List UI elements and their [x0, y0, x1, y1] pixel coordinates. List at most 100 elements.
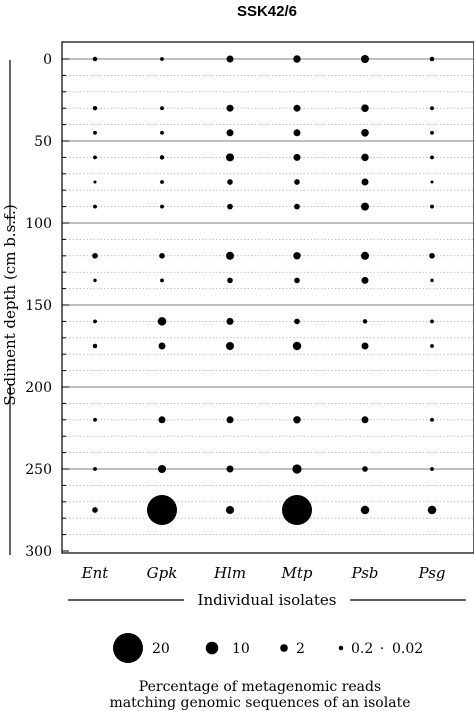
- data-bubble: [361, 153, 369, 162]
- caption-line-2: matching genomic sequences of an isolate: [110, 695, 411, 711]
- data-bubble: [292, 464, 302, 474]
- data-bubble: [160, 130, 164, 135]
- x-category-label: Psb: [351, 564, 379, 582]
- data-bubble: [225, 505, 235, 515]
- data-bubble: [93, 417, 97, 422]
- data-bubble: [429, 56, 435, 62]
- y-axis-label: Sediment depth (cm b.s.f.): [1, 204, 19, 405]
- data-bubble: [362, 466, 368, 472]
- data-bubble: [430, 155, 434, 160]
- legend-label: 0.2: [351, 641, 373, 657]
- x-axis-label: Individual isolates: [198, 591, 337, 609]
- y-tick-label: 150: [25, 298, 52, 314]
- data-bubble: [430, 417, 434, 422]
- data-bubble: [160, 180, 164, 184]
- data-bubble: [293, 129, 301, 137]
- data-bubble: [93, 130, 97, 135]
- data-bubble: [92, 105, 98, 111]
- legend-label: 10: [232, 641, 250, 657]
- data-bubble: [361, 276, 369, 284]
- y-tick-label: 100: [25, 216, 52, 232]
- data-bubble: [92, 56, 98, 62]
- data-bubble: [225, 341, 235, 351]
- legend-bubble: [280, 644, 288, 652]
- bubble-size-legend: 20 10 2 0.2 0.02 ·: [113, 633, 423, 663]
- data-bubble: [159, 252, 165, 259]
- data-bubble: [226, 104, 234, 112]
- data-bubble: [227, 179, 233, 185]
- bubble-layer: [92, 54, 437, 525]
- data-bubble: [226, 416, 234, 424]
- data-bubble: [158, 342, 166, 350]
- plot-frame: [61, 41, 474, 554]
- data-bubble: [93, 319, 97, 324]
- data-bubble: [93, 155, 97, 160]
- data-bubble: [427, 505, 437, 515]
- legend-label: 0.02: [392, 641, 423, 657]
- data-bubble: [226, 129, 234, 137]
- data-bubble: [429, 252, 435, 259]
- data-bubble: [294, 179, 300, 185]
- data-bubble: [361, 178, 369, 186]
- y-tick-label: 0: [43, 52, 52, 68]
- y-tick-label: 200: [25, 380, 52, 396]
- data-bubble: [430, 130, 434, 135]
- data-bubble: [361, 104, 369, 113]
- data-bubble: [293, 55, 301, 63]
- data-bubble: [293, 153, 301, 161]
- y-tick-label: 300: [25, 544, 52, 560]
- data-bubble: [157, 464, 167, 474]
- data-bubble: [157, 317, 167, 326]
- x-category-label: Hlm: [213, 564, 246, 582]
- data-bubble: [227, 277, 233, 284]
- x-axis-label-group: Individual isolates: [68, 591, 466, 609]
- data-bubble: [360, 251, 370, 260]
- data-bubble: [292, 341, 302, 351]
- data-bubble: [360, 54, 370, 64]
- data-bubble: [293, 104, 301, 112]
- data-bubble: [362, 319, 368, 324]
- data-bubble: [293, 416, 301, 424]
- data-bubble: [226, 465, 234, 473]
- data-bubble: [294, 318, 300, 325]
- data-bubble: [92, 252, 98, 259]
- data-bubble: [430, 344, 434, 348]
- data-bubble: [360, 202, 370, 211]
- legend-bubble: [338, 645, 344, 651]
- data-bubble: [294, 277, 300, 284]
- caption-line-1: Percentage of metagenomic reads: [139, 679, 381, 695]
- data-bubble: [227, 203, 233, 210]
- data-bubble: [93, 467, 97, 471]
- gridlines: [62, 58, 474, 535]
- legend-separator: ·: [380, 641, 384, 657]
- x-axis-categories: Ent Gpk Hlm Mtp Psb Psg: [81, 564, 446, 582]
- y-axis: 0 50 100 150 200 250 300: [25, 52, 69, 560]
- data-bubble: [430, 278, 434, 283]
- data-bubble: [430, 106, 434, 111]
- data-bubble: [160, 57, 164, 61]
- data-bubble: [147, 495, 177, 525]
- data-bubble: [160, 278, 164, 283]
- x-category-label: Mtp: [281, 564, 313, 582]
- y-tick-label: 50: [34, 134, 52, 150]
- data-bubble: [158, 416, 166, 424]
- data-bubble: [430, 204, 434, 209]
- data-bubble: [93, 180, 97, 184]
- data-bubble: [430, 467, 434, 471]
- data-bubble: [360, 505, 370, 515]
- data-bubble: [225, 251, 235, 260]
- data-bubble: [93, 204, 97, 209]
- data-bubble: [282, 495, 312, 525]
- data-bubble: [430, 180, 434, 184]
- data-bubble: [294, 203, 300, 210]
- legend-label: 2: [296, 641, 305, 657]
- x-category-label: Psg: [418, 564, 446, 582]
- legend-bubble: [113, 633, 143, 663]
- data-bubble: [293, 252, 301, 260]
- data-bubble: [159, 155, 165, 160]
- data-bubble: [361, 342, 369, 350]
- legend-bubble: [205, 641, 219, 655]
- legend-label: 20: [152, 641, 170, 657]
- chart-title: SSK42/6: [237, 3, 297, 20]
- data-bubble: [92, 343, 98, 349]
